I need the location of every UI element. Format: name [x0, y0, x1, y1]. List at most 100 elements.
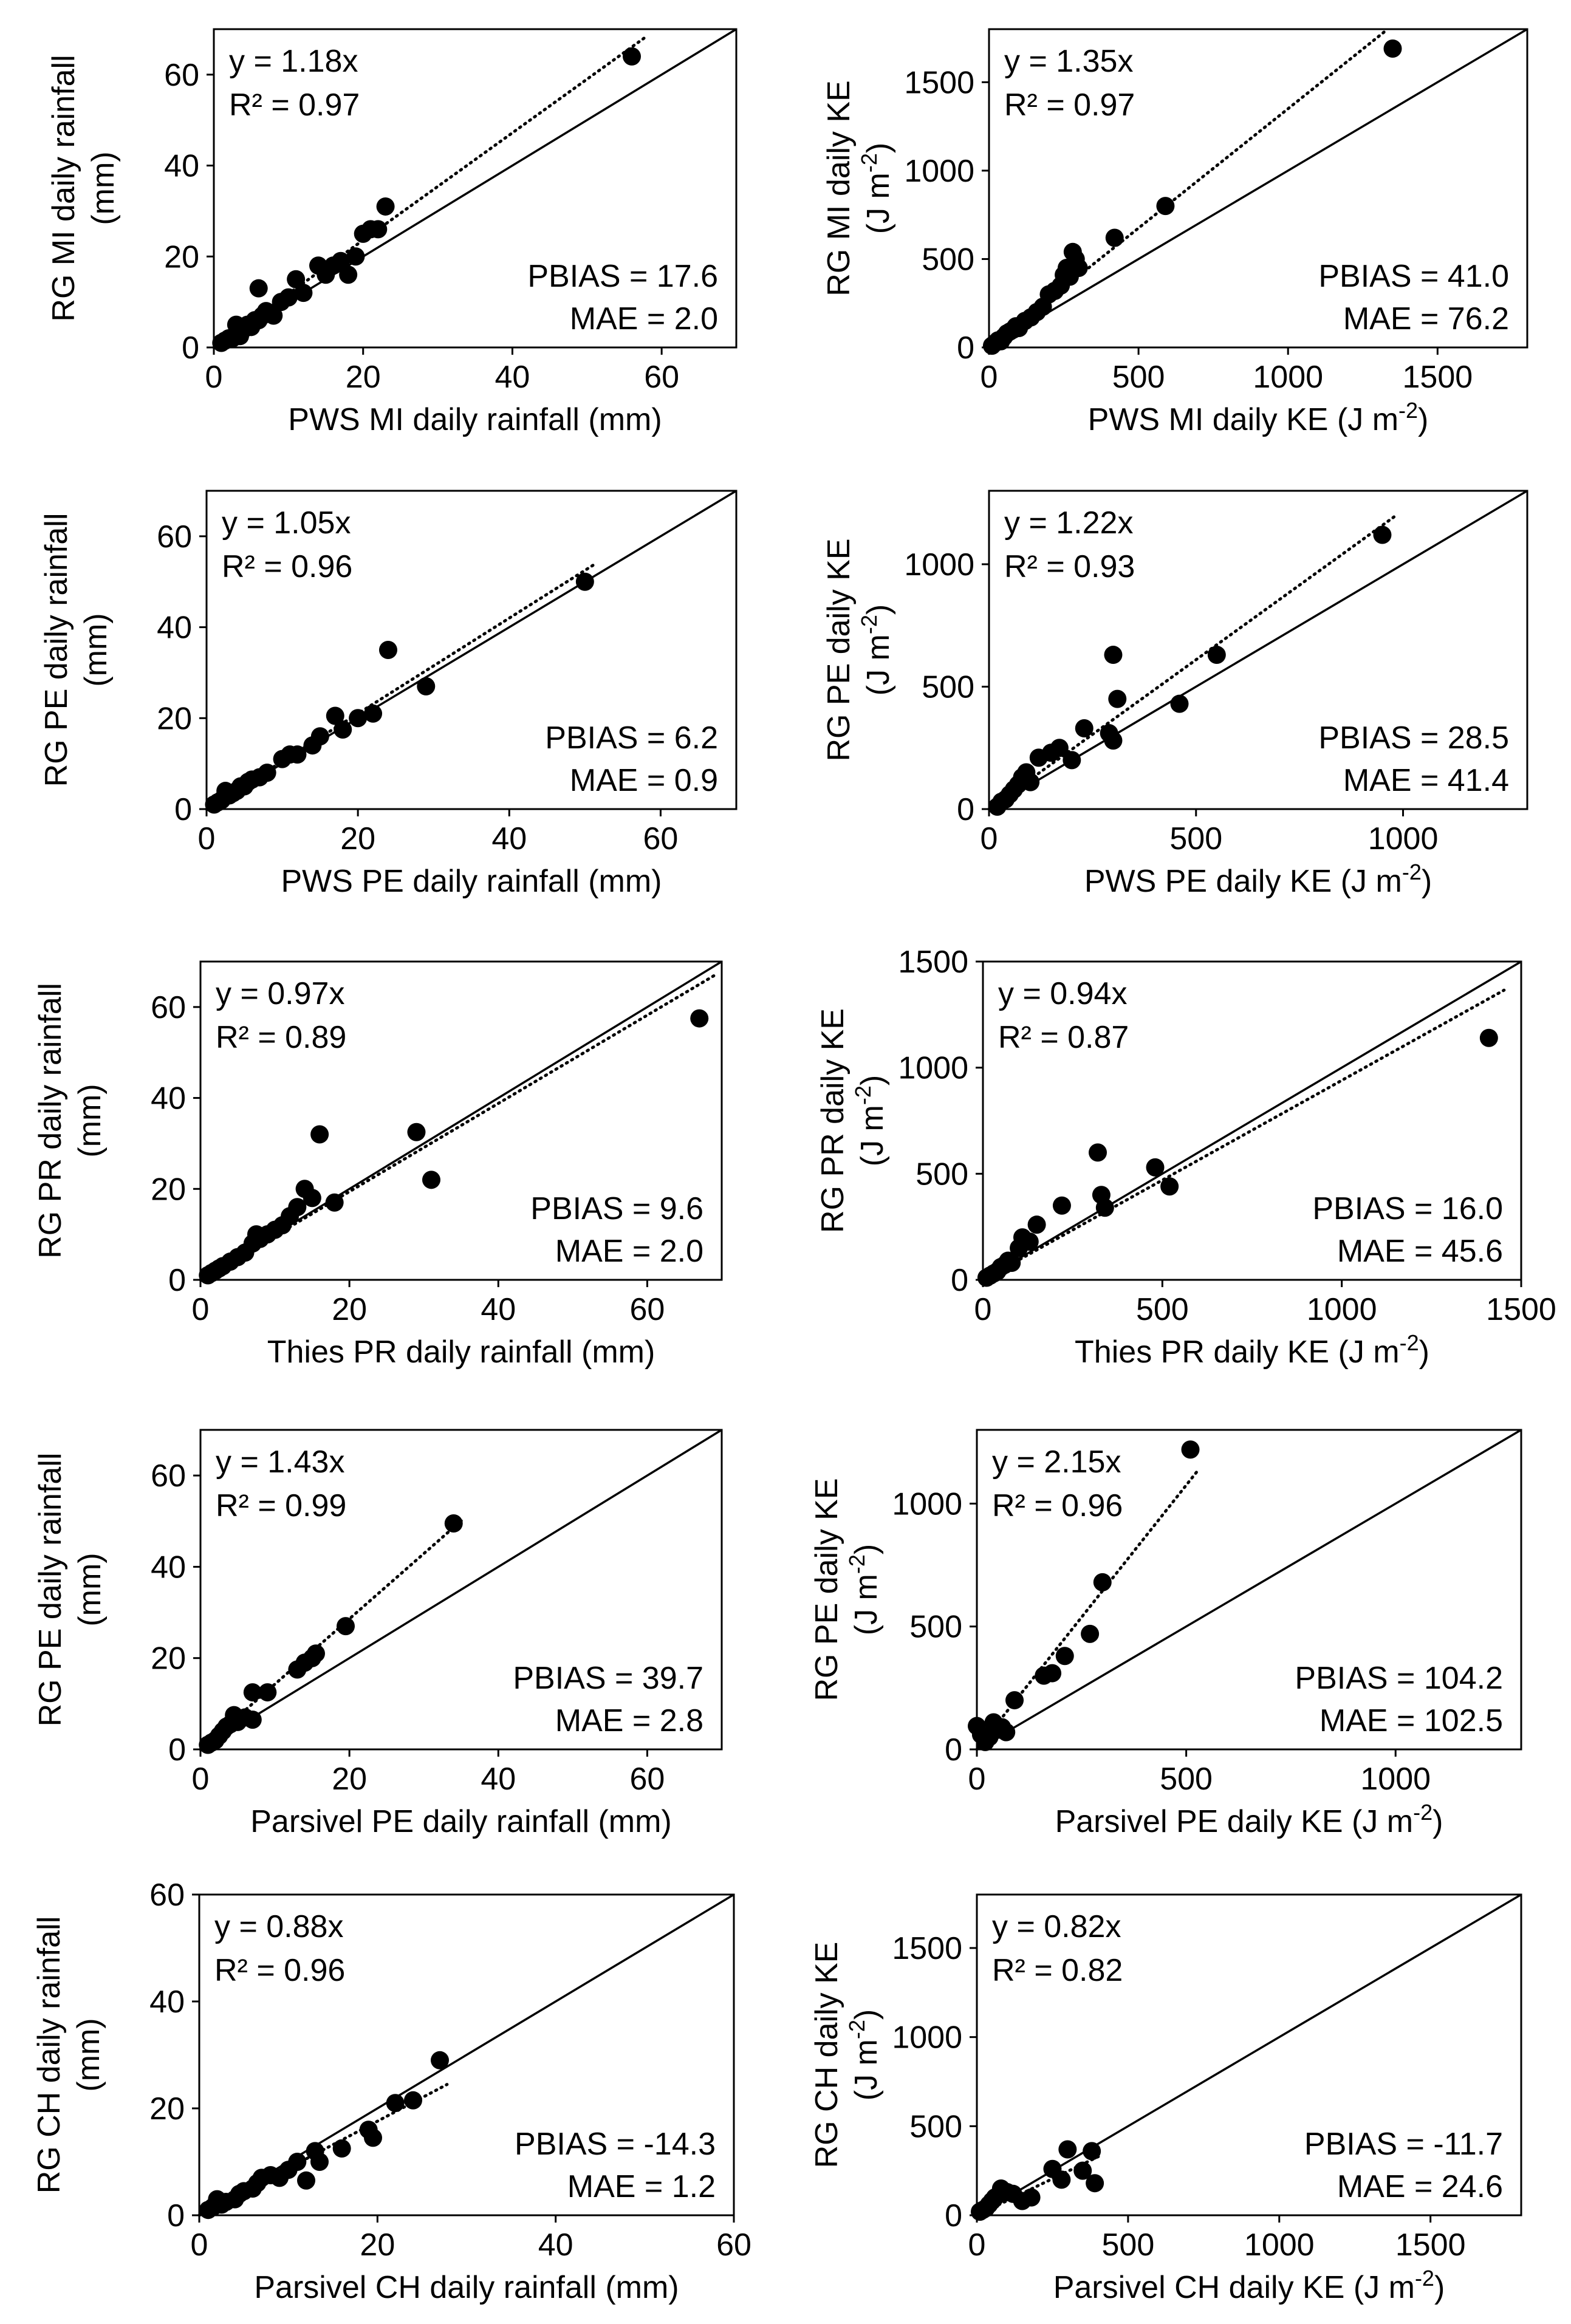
chart7-y-axis-unit-text: (mm)	[72, 1553, 108, 1626]
chart4-equation-label: y = 1.22x	[1004, 505, 1133, 541]
chart3-pbias-label: PBIAS = 6.2	[545, 720, 718, 756]
chart3-data-point	[364, 704, 383, 723]
chart5-x-tick-label: 40	[481, 1292, 516, 1327]
chart3-data-point	[326, 706, 344, 725]
chart2-x-axis-unit-close: )	[1418, 402, 1428, 437]
chart1-data-point	[623, 47, 641, 66]
chart5-x-tick-label: 0	[192, 1292, 210, 1327]
chart5-y-axis-title: RG PR daily rainfall	[33, 983, 68, 1259]
chart3-data-point	[417, 677, 436, 695]
chart2-x-axis-title-text: PWS MI daily KE (J m	[1088, 402, 1398, 437]
chart2-x-tick-label: 1500	[1402, 360, 1473, 395]
chart5-x-tick-label: 60	[630, 1292, 665, 1327]
chart10-r2-label: R² = 0.82	[992, 1953, 1123, 1988]
chart2-y-tick-label: 1500	[904, 65, 974, 100]
chart2-pbias-label: PBIAS = 41.0	[1318, 259, 1509, 294]
chart1-data-point	[279, 288, 298, 307]
chart6-fit-line	[981, 988, 1506, 1282]
chart2-x-tick-label: 500	[1112, 360, 1165, 395]
chart1-data-point	[369, 220, 388, 239]
chart9-data-point	[332, 2139, 351, 2158]
chart4-x-tick-label: 1000	[1368, 821, 1439, 856]
chart4-y-axis-unit: (J m-2)	[857, 604, 896, 695]
chart6-y-tick-label: 500	[916, 1157, 968, 1192]
chart4-data-point	[1050, 739, 1069, 757]
chart6-panel: 0 500 1000 1500 0 500 1000 1500 Thies PR daily K…	[815, 945, 1556, 1370]
chart8-data-point	[997, 1723, 1016, 1741]
chart1-data-point	[249, 279, 268, 298]
chart8-y-tick-label: 0	[945, 1732, 962, 1768]
chart7-equation-label: y = 1.43x	[216, 1444, 344, 1480]
chart4-data-point	[1075, 719, 1094, 737]
chart3-panel: 0 20 40 60 0 20 40 60 PWS PE daily rainfall (mm)…	[39, 490, 738, 899]
chart4-fit-line	[987, 515, 1396, 811]
chart8-y-axis-unit-close: )	[849, 1544, 884, 1554]
chart8-pbias-label: PBIAS = 104.2	[1295, 1661, 1503, 1696]
chart2-y-axis-unit: (J m-2)	[857, 143, 896, 234]
chart6-x-axis-title: Thies PR daily KE (J m-2)	[1075, 1330, 1429, 1370]
chart2-x-tick-label: 1000	[1253, 360, 1323, 395]
chart9-x-axis-title: Parsivel CH daily rainfall (mm)	[254, 2270, 679, 2305]
chart1-x-axis-title: PWS MI daily rainfall (mm)	[288, 402, 662, 437]
chart7-y-axis-unit: (mm)	[72, 1553, 108, 1626]
chart4-y-tick-label: 1000	[904, 547, 974, 583]
chart6-y-axis-unit-exponent: -2	[851, 1085, 875, 1105]
chart2-x-axis-unit-exponent: -2	[1398, 398, 1418, 423]
chart1-panel: 0 20 40 60 0 20 40 60 PWS MI daily rainfall (mm)…	[46, 28, 738, 437]
chart5-r2-label: R² = 0.89	[216, 1020, 346, 1055]
chart5-x-axis-title: Thies PR daily rainfall (mm)	[267, 1335, 655, 1370]
chart2-y-axis-unit-text: (J m	[861, 173, 896, 234]
chart1-y-tick-label: 60	[164, 58, 199, 93]
chart5-panel: 0 20 40 60 0 20 40 60 Thies PR daily rainfall (m…	[33, 960, 723, 1370]
chart7-y-tick-label: 20	[151, 1641, 186, 1676]
chart6-data-point	[1027, 1215, 1046, 1234]
chart1-data-point	[287, 270, 306, 289]
chart10-data-point	[1086, 2174, 1104, 2193]
chart7-x-tick-label: 20	[332, 1762, 367, 1797]
chart3-data-point	[288, 745, 307, 764]
chart1-data-point	[376, 197, 395, 216]
chart5-pbias-label: PBIAS = 9.6	[530, 1191, 703, 1226]
chart5-mae-label: MAE = 2.0	[555, 1234, 703, 1269]
chart4-data-point	[1104, 646, 1123, 665]
chart9-x-axis-title-text: Parsivel CH daily rainfall (mm)	[254, 2270, 679, 2305]
chart8-data-point	[1055, 1647, 1074, 1666]
chart10-y-axis-unit-text: (J m	[849, 2039, 884, 2100]
chart4-r2-label: R² = 0.93	[1004, 549, 1135, 584]
chart1-y-axis-unit: (mm)	[86, 151, 121, 225]
chart4-y-axis-unit-exponent: -2	[857, 615, 881, 634]
chart4-mae-label: MAE = 41.4	[1343, 763, 1509, 798]
chart4-y-axis-unit-text: (J m	[861, 634, 896, 695]
chart7-one-to-one-line	[200, 1429, 722, 1751]
chart9-r2-label: R² = 0.96	[214, 1953, 345, 1988]
chart9-mae-label: MAE = 1.2	[567, 2169, 716, 2204]
chart6-plot-frame	[982, 960, 1522, 1281]
chart3-data-point	[378, 641, 397, 659]
chart9-data-point	[310, 2153, 329, 2171]
chart8-data-point	[1093, 1573, 1112, 1591]
chart8-x-axis-unit-exponent: -2	[1413, 1800, 1432, 1825]
chart4-x-tick-label: 0	[981, 821, 998, 856]
chart4-data-point	[1373, 525, 1392, 544]
chart2-mae-label: MAE = 76.2	[1343, 301, 1509, 337]
chart8-data-point	[1081, 1624, 1100, 1643]
chart6-one-to-one-line	[982, 960, 1522, 1281]
chart3-data-point	[258, 764, 276, 782]
chart1-y-tick-label: 40	[164, 149, 199, 184]
chart3-y-tick-label: 20	[157, 701, 192, 736]
chart8-y-axis-unit-exponent: -2	[844, 1554, 869, 1574]
chart10-x-axis-title-text: Parsivel CH daily KE (J m	[1053, 2270, 1415, 2305]
chart6-x-tick-label: 1000	[1307, 1292, 1377, 1327]
chart6-data-point	[1479, 1028, 1498, 1047]
chart6-data-point	[1002, 1254, 1021, 1273]
chart8-mae-label: MAE = 102.5	[1319, 1703, 1503, 1738]
chart1-equation-label: y = 1.18x	[229, 44, 358, 79]
chart10-pbias-label: PBIAS = -11.7	[1304, 2127, 1503, 2162]
chart9-data-point	[386, 2094, 405, 2113]
chart10-x-tick-label: 1000	[1244, 2227, 1315, 2263]
chart6-y-axis-unit: (J m-2)	[851, 1075, 890, 1166]
chart6-data-point	[1146, 1158, 1165, 1177]
chart5-data-point	[407, 1123, 426, 1141]
